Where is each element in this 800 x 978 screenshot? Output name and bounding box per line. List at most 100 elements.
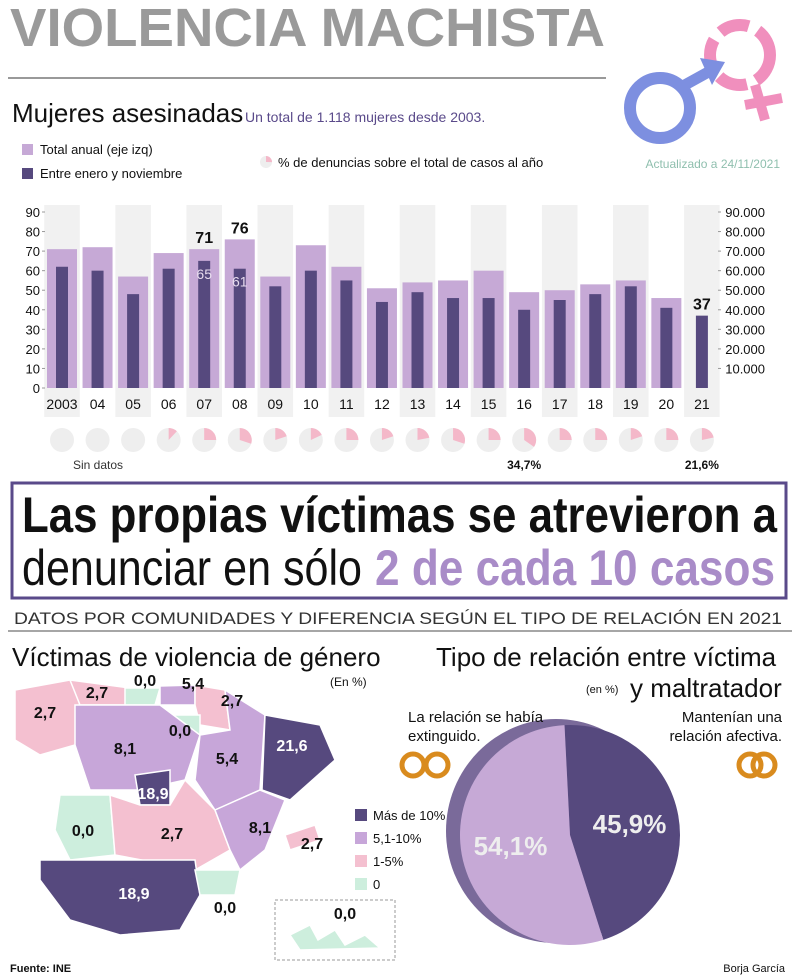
- y-tick-label: 50: [26, 283, 40, 298]
- y2-tick-label: 60.000: [725, 264, 765, 279]
- section-title: DATOS POR COMUNIDADES Y DIFERENCIA SEGÚN…: [14, 609, 782, 628]
- pie-background: [50, 428, 74, 452]
- ring: [736, 751, 764, 779]
- x-tick-label: 11: [339, 396, 354, 412]
- female-ring: [704, 19, 776, 91]
- bar: [127, 294, 140, 388]
- value-label: 2,7: [221, 693, 243, 710]
- y-tick-label: 70: [26, 244, 40, 259]
- male-arrowhead: [700, 58, 725, 85]
- legend-label: 5,1-10%: [373, 831, 422, 846]
- pie-slice: [564, 724, 680, 940]
- pie-slice: [630, 428, 643, 440]
- chart-subtitle: Un total de 1.118 mujeres desde 2003.: [245, 109, 485, 125]
- legend-label: Más de 10%: [373, 808, 446, 823]
- y2-tick-label: 80.000: [725, 225, 765, 240]
- y-tick-label: 0: [33, 381, 40, 396]
- rings-icon: [399, 751, 778, 779]
- pie-background: [85, 428, 110, 452]
- bar: [56, 266, 68, 388]
- region: [194, 684, 231, 731]
- x-tick-label: 20: [659, 396, 675, 412]
- bar: [482, 298, 495, 388]
- bar: [447, 298, 460, 388]
- bar: [411, 292, 424, 388]
- value-label: 0,0: [334, 906, 356, 923]
- y-tick-label: 10: [26, 361, 40, 376]
- bar: [518, 309, 531, 388]
- value-label: 21,6: [276, 738, 307, 755]
- value-label: 0,0: [72, 823, 94, 840]
- value-label: 18,9: [118, 886, 149, 903]
- region: [39, 859, 201, 936]
- pie-slice: [381, 428, 394, 440]
- legend-label: Entre enero y noviembre: [40, 166, 182, 181]
- x-tick-label: 04: [90, 396, 106, 412]
- bar: [624, 286, 637, 388]
- pie-slice: [417, 428, 430, 440]
- pie-slice: [453, 428, 466, 444]
- chart-title: Víctimas de violencia de género: [12, 642, 381, 672]
- value-label: 0,0: [214, 900, 236, 917]
- value-label: 5,4: [182, 676, 204, 693]
- category-label: relación afectiva.: [669, 728, 782, 745]
- headline-highlight: 2 de cada 10 casos: [375, 540, 775, 596]
- value-label: 0,0: [134, 673, 156, 690]
- chart-title: Tipo de relación entre víctima: [436, 642, 777, 672]
- bar: [233, 268, 246, 388]
- value-label: 2,7: [161, 826, 183, 843]
- y2-tick-label: 50.000: [725, 283, 765, 298]
- pie-slice: [488, 428, 501, 440]
- pie-slice: [275, 428, 287, 440]
- pie-slice: [701, 428, 714, 440]
- bar: [695, 315, 708, 388]
- gender-icon: [624, 19, 783, 144]
- value-label: 2,7: [34, 705, 56, 722]
- legend-pie-slice: [266, 156, 272, 163]
- category-label: La relación se había: [408, 709, 544, 726]
- pie-slice: [666, 428, 679, 440]
- value-label: 71: [195, 230, 213, 247]
- male-ring: [624, 72, 696, 144]
- annotation: Sin datos: [73, 458, 123, 472]
- bar: [269, 286, 282, 388]
- value-label: 45,9%: [593, 809, 667, 839]
- value-label: 8,1: [249, 820, 271, 837]
- y2-tick-label: 70.000: [725, 244, 765, 259]
- region: [194, 869, 241, 896]
- x-tick-label: 07: [196, 396, 212, 412]
- pie-slice: [595, 428, 608, 440]
- region: [54, 794, 116, 861]
- x-tick-label: 10: [303, 396, 319, 412]
- value-label: 76: [231, 220, 249, 237]
- x-tick-label: 19: [623, 396, 639, 412]
- legend-swatch: [355, 809, 367, 821]
- value-label: 34,7%: [507, 458, 541, 472]
- x-tick-label: 09: [268, 396, 284, 412]
- legend-swatch: [22, 144, 33, 155]
- legend-label: 0: [373, 877, 380, 892]
- unit: (En %): [330, 675, 367, 689]
- x-tick-label: 18: [587, 396, 603, 412]
- bar: [553, 300, 566, 388]
- annotation: Actualizado a 24/11/2021: [645, 157, 780, 171]
- value-label: 0,0: [169, 723, 191, 740]
- footer-source: Fuente: INE: [10, 963, 71, 975]
- canarias-box: [274, 899, 396, 961]
- bar: [375, 301, 388, 388]
- pie-slice: [310, 428, 322, 440]
- category-label: Mantenían una: [682, 709, 783, 726]
- y-tick-label: 30: [26, 322, 40, 337]
- x-tick-label: 21: [694, 396, 710, 412]
- value-label: 61: [232, 274, 248, 290]
- value-label: 65: [196, 266, 212, 282]
- value-label: 37: [693, 297, 711, 314]
- source-label: Fuente:: [10, 963, 50, 975]
- bar: [304, 270, 317, 388]
- headline-box: [10, 481, 788, 600]
- pie-slice: [204, 428, 217, 440]
- pie-background: [121, 428, 146, 452]
